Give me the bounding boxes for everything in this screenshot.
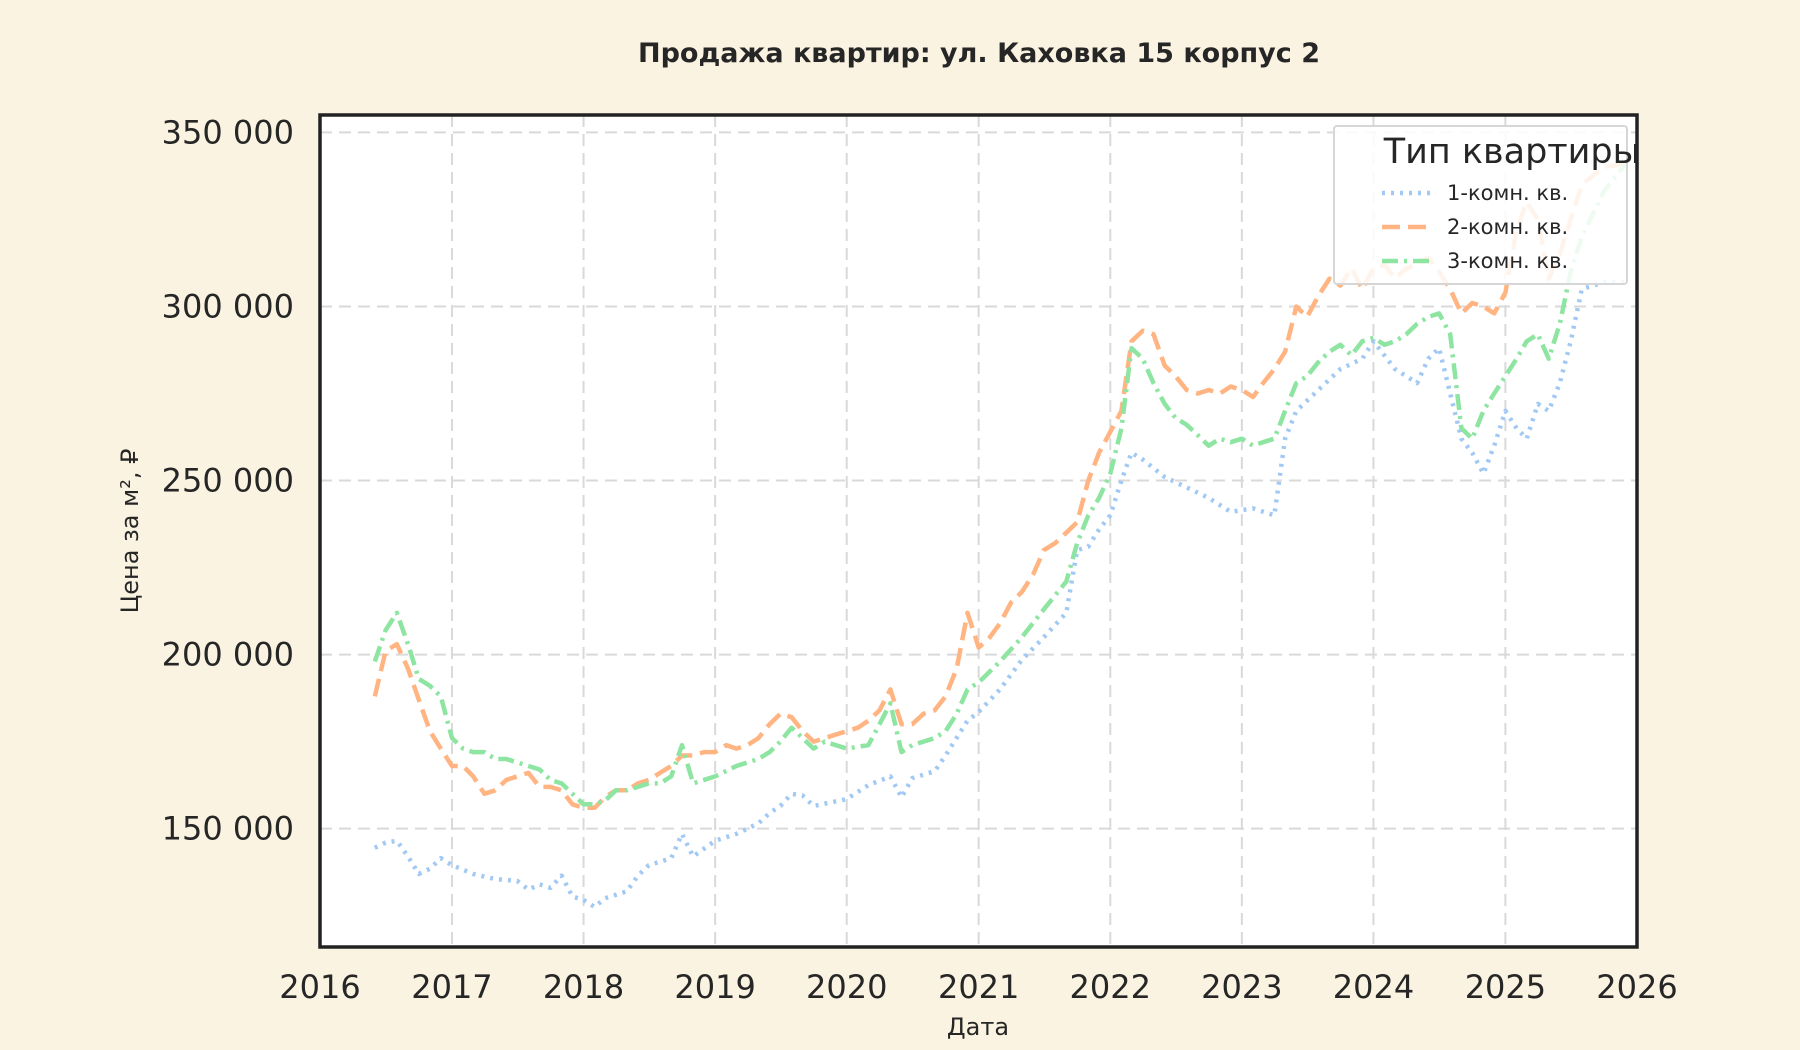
legend-label-3: 3-комн. кв. xyxy=(1447,249,1568,273)
legend-box xyxy=(1333,125,1628,285)
y-axis-ticks: 150 000 200 000 250 000 300 000 350 000 xyxy=(162,113,294,847)
y-tick-label: 150 000 xyxy=(162,810,294,848)
y-tick-label: 300 000 xyxy=(162,287,294,325)
x-tick-label: 2018 xyxy=(543,968,624,1006)
x-tick-label: 2025 xyxy=(1465,968,1546,1006)
x-tick-label: 2024 xyxy=(1333,968,1414,1006)
x-axis-ticks: 2016 2017 2018 2019 2020 2021 2022 2023 2024 2025… xyxy=(279,968,1677,1006)
x-tick-label: 2019 xyxy=(674,968,755,1006)
x-tick-label: 2016 xyxy=(279,968,360,1006)
legend: Тип квартиры 1-комн. кв. 2-комн. кв. 3-ком… xyxy=(1333,125,1641,285)
plot-frame xyxy=(318,113,1639,949)
x-axis-label: Дата xyxy=(947,1013,1009,1041)
y-tick-label: 250 000 xyxy=(162,462,294,500)
legend-title: Тип квартиры xyxy=(1383,132,1641,172)
y-tick-label: 350 000 xyxy=(162,113,294,151)
x-tick-label: 2022 xyxy=(1070,968,1151,1006)
y-axis-label: Цена за м², ₽ xyxy=(116,449,144,614)
grid xyxy=(320,115,1637,947)
series-line-3 xyxy=(372,162,1628,807)
x-tick-label: 2026 xyxy=(1596,968,1677,1006)
y-tick-label: 200 000 xyxy=(162,636,294,674)
x-tick-label: 2020 xyxy=(806,968,887,1006)
x-tick-label: 2023 xyxy=(1201,968,1282,1006)
x-tick-label: 2021 xyxy=(938,968,1019,1006)
legend-label-2: 2-комн. кв. xyxy=(1447,215,1568,239)
chart-title: Продажа квартир: ул. Каховка 15 корпус 2 xyxy=(638,38,1320,69)
series-line-1 xyxy=(373,279,1626,910)
x-tick-label: 2017 xyxy=(411,968,492,1006)
legend-label-1: 1-комн. кв. xyxy=(1447,181,1568,205)
